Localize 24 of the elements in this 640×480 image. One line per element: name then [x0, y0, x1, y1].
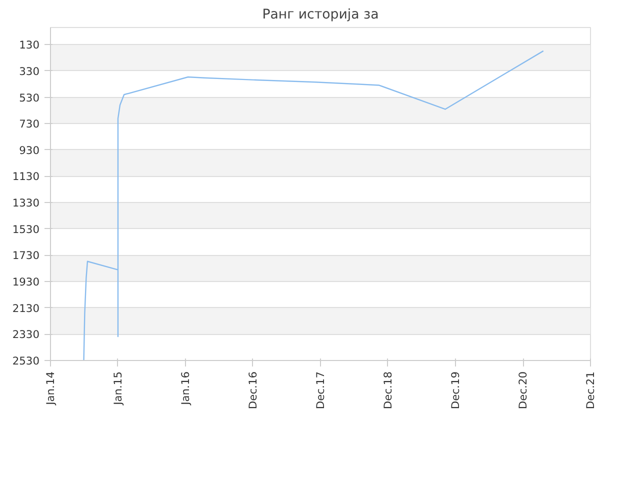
line-series — [82, 50, 544, 360]
x-tick-label: Dec.19 — [448, 371, 462, 410]
x-tick-label: Dec.18 — [381, 371, 394, 410]
y-tick-label: 1930 — [12, 276, 40, 289]
y-tick-label: 2530 — [12, 354, 40, 368]
y-tick-label: 1330 — [12, 196, 40, 210]
y-tick-label: 2130 — [12, 302, 40, 315]
y-tick-label: 730 — [19, 118, 40, 131]
x-tick-label: Dec.17 — [314, 371, 327, 410]
x-tick-label: Dec.20 — [516, 371, 530, 410]
chart-title: Ранг историја за — [262, 8, 379, 22]
y-tick-label: 330 — [19, 64, 40, 78]
y-tick-label: 1530 — [12, 222, 40, 236]
y-tick-label: 1730 — [12, 249, 40, 262]
x-tick-label: Dec.21 — [584, 371, 597, 410]
y-tick-label: 530 — [19, 91, 40, 104]
x-tick-label: Jan.14 — [44, 371, 57, 406]
y-tick-label: 2330 — [12, 328, 40, 342]
x-tick-label: Dec.16 — [246, 371, 260, 410]
x-tick-label: Jan.16 — [178, 371, 192, 406]
y-tick-label: 1130 — [12, 170, 40, 184]
x-tick-label: Jan.15 — [111, 372, 124, 406]
y-tick-label: 930 — [19, 144, 40, 157]
y-tick-label: 130 — [19, 38, 40, 52]
